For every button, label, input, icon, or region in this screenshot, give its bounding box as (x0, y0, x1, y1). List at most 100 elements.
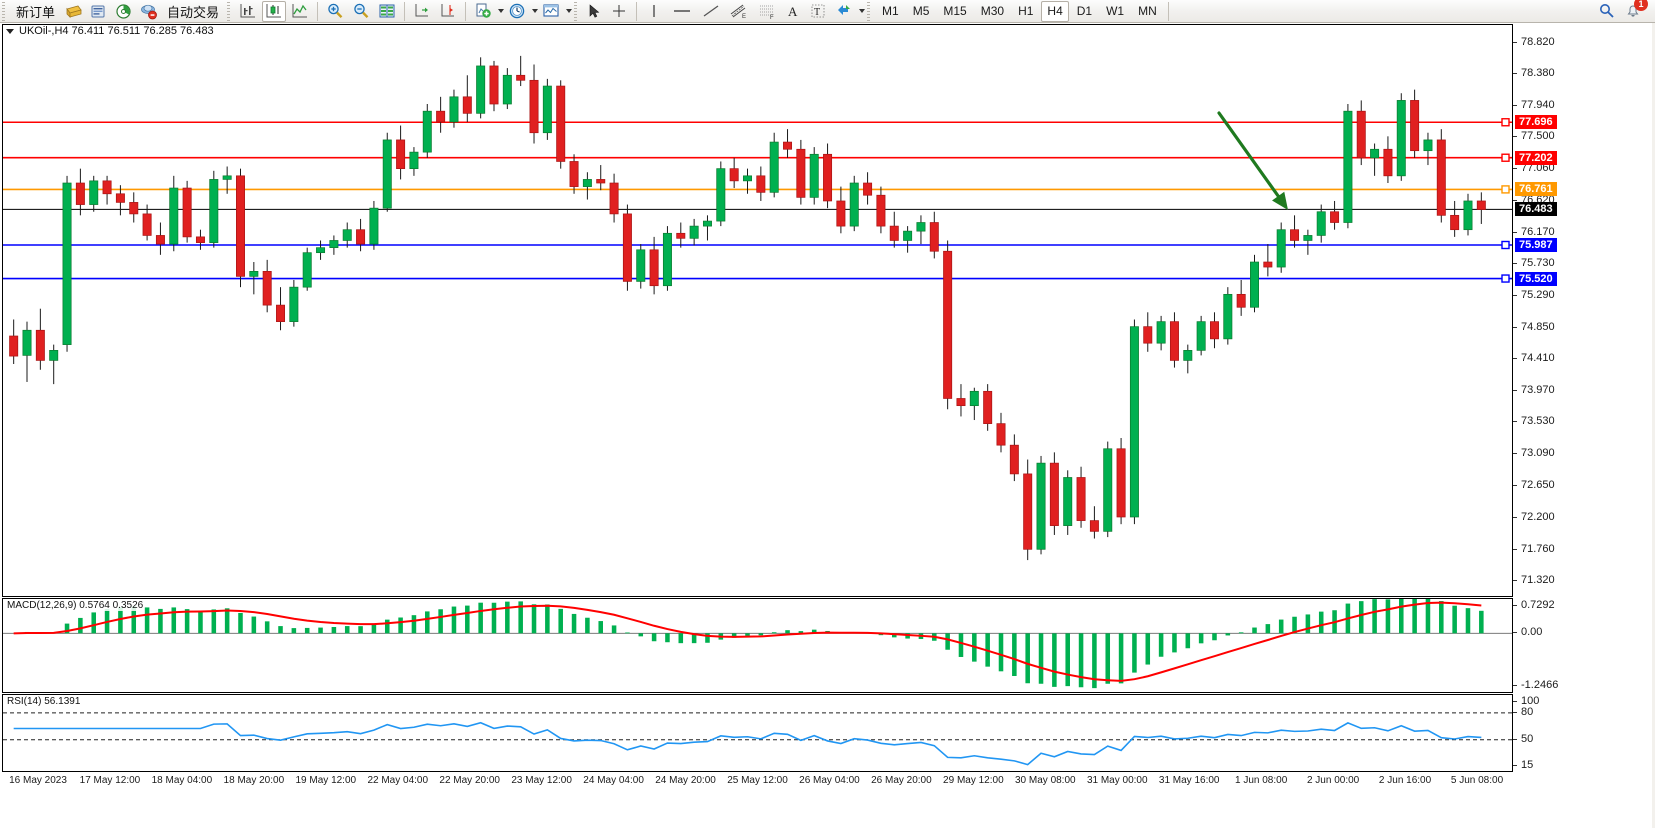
auto-trading-icon[interactable] (137, 1, 160, 22)
period-clock-icon[interactable] (505, 1, 529, 22)
macd-pane[interactable]: MACD(12,26,9) 0.5764 0.3526 (2, 598, 1513, 693)
timeframe-mn-label: MN (1138, 4, 1157, 18)
rsi-axis[interactable]: 100 80 50 15 (1513, 694, 1655, 772)
price-level-chip-support-1[interactable]: 75.987 (1515, 237, 1557, 252)
price-axis-tick: 78.820 (1513, 36, 1555, 48)
text-label-icon[interactable]: T (806, 1, 830, 22)
toolbar-separator-3 (465, 1, 467, 21)
time-axis-tick: 26 May 20:00 (871, 775, 932, 786)
line-chart-icon[interactable] (288, 1, 312, 22)
new-chart-icon[interactable] (471, 1, 495, 22)
macd-axis[interactable]: 0.7292 0.00 -1.2466 (1513, 598, 1655, 693)
rsi-axis-tick: 50 (1513, 733, 1533, 745)
price-chart-canvas[interactable] (3, 25, 1512, 596)
timeframe-m30[interactable]: M30 (975, 1, 1010, 22)
signals-icon[interactable] (112, 1, 135, 22)
timeframe-m1[interactable]: M1 (876, 1, 905, 22)
horizontal-line-icon[interactable] (668, 1, 696, 22)
notification-bell-icon[interactable]: 1 (1621, 0, 1648, 22)
rsi-pane-label: RSI(14) 56.1391 (6, 696, 82, 707)
chart-shift-icon[interactable] (436, 1, 460, 22)
timeframe-h4-label: H4 (1047, 4, 1063, 18)
market-watch-icon[interactable] (87, 1, 110, 22)
candlestick-chart-icon[interactable] (262, 0, 287, 22)
svg-text:T: T (814, 7, 820, 18)
new-order-button[interactable]: 新订单 (11, 1, 60, 22)
rsi-pane[interactable]: RSI(14) 56.1391 (2, 694, 1513, 772)
time-axis-tick: 17 May 12:00 (79, 775, 141, 786)
templates-dropdown-arrow[interactable] (566, 9, 573, 13)
time-axis-tick: 25 May 12:00 (727, 775, 788, 786)
rsi-axis-tick: 80 (1513, 706, 1533, 718)
right-edge-strip (1652, 23, 1655, 828)
timeframe-mn[interactable]: MN (1132, 1, 1163, 22)
fibonacci-icon[interactable]: F (754, 1, 780, 22)
auto-scroll-icon[interactable] (410, 1, 434, 22)
price-level-chip-resistance-1[interactable]: 77.202 (1515, 150, 1557, 165)
zoom-out-icon[interactable] (349, 1, 373, 22)
price-chart-pane[interactable] (2, 24, 1513, 597)
timeframe-m15-label: M15 (943, 4, 967, 18)
trendline-icon[interactable] (698, 1, 724, 22)
chart-menu-toggle-icon[interactable] (6, 28, 14, 34)
timeframe-w1[interactable]: W1 (1100, 1, 1130, 22)
price-axis-tick: 73.530 (1513, 415, 1555, 427)
price-level-chip-last-price[interactable]: 76.483 (1515, 202, 1557, 217)
timeframe-h4[interactable]: H4 (1041, 0, 1069, 22)
time-axis-tick: 18 May 04:00 (151, 775, 213, 786)
price-axis-tick: 78.380 (1513, 67, 1555, 79)
text-icon[interactable]: A (782, 1, 804, 22)
data-window-icon[interactable] (375, 1, 399, 22)
time-axis[interactable]: 16 May 2023 17 May 12:00 18 May 04:00 18 Ma… (2, 773, 1513, 793)
macd-canvas[interactable] (3, 599, 1512, 692)
macd-axis-tick: 0.00 (1513, 626, 1542, 638)
rsi-canvas[interactable] (3, 695, 1512, 771)
svg-text:A: A (788, 4, 798, 19)
timeframe-h1[interactable]: H1 (1012, 1, 1039, 22)
zoom-in-icon[interactable] (323, 1, 347, 22)
crosshair-icon[interactable] (607, 1, 631, 22)
auto-trading-button[interactable]: 自动交易 (162, 1, 224, 22)
price-level-chip-resistance-2[interactable]: 77.696 (1515, 115, 1557, 130)
period-dropdown-arrow[interactable] (532, 9, 539, 13)
new-chart-dropdown-arrow[interactable] (498, 9, 505, 13)
time-axis-tick: 22 May 20:00 (439, 775, 500, 786)
timeframe-h1-label: H1 (1018, 4, 1034, 18)
price-axis-tick: 72.650 (1513, 479, 1555, 491)
notification-count-badge: 1 (1634, 0, 1648, 11)
search-icon[interactable] (1595, 1, 1619, 22)
svg-text:E: E (742, 14, 746, 20)
timeframe-m30-label: M30 (980, 4, 1005, 18)
price-level-chip-support-2[interactable]: 75.520 (1515, 271, 1557, 286)
timeframe-m1-label: M1 (882, 4, 899, 18)
cursor-icon[interactable] (583, 1, 605, 22)
macd-axis-tick: -1.2466 (1513, 679, 1558, 691)
price-axis-tick: 74.850 (1513, 321, 1555, 333)
toolbar-grip-2[interactable] (226, 1, 234, 21)
price-axis[interactable]: 78.820 78.380 77.940 77.500 77.060 76.620 76.1… (1513, 24, 1655, 597)
price-axis-tick: 73.970 (1513, 384, 1555, 396)
price-axis-tick: 73.090 (1513, 447, 1555, 459)
timeframe-m5[interactable]: M5 (907, 1, 936, 22)
timeframe-m15[interactable]: M15 (937, 1, 972, 22)
rsi-axis-tick: 15 (1513, 759, 1533, 771)
toolbar-grip-3[interactable] (573, 1, 581, 21)
toolbar-grip-4[interactable] (866, 1, 874, 21)
bar-chart-icon[interactable] (236, 1, 260, 22)
price-axis-tick: 77.940 (1513, 99, 1555, 111)
toolbar-grip-1[interactable] (1, 1, 8, 21)
price-axis-tick: 72.200 (1513, 511, 1555, 523)
templates-icon[interactable] (539, 1, 563, 22)
timeframe-d1[interactable]: D1 (1071, 1, 1098, 22)
price-axis-tick: 77.500 (1513, 130, 1555, 142)
briefcase-icon[interactable] (62, 1, 85, 22)
time-axis-tick: 2 Jun 00:00 (1306, 775, 1360, 786)
price-level-chip-pivot[interactable]: 76.761 (1515, 182, 1557, 197)
timeframe-d1-label: D1 (1076, 4, 1093, 18)
arrows-dropdown-arrow[interactable] (859, 9, 866, 13)
equidistant-channel-icon[interactable]: E (726, 1, 752, 22)
price-axis-tick: 71.760 (1513, 543, 1555, 555)
arrows-icon[interactable] (832, 1, 856, 22)
time-axis-tick: 29 May 12:00 (943, 775, 1004, 786)
vertical-line-icon[interactable] (642, 1, 666, 22)
